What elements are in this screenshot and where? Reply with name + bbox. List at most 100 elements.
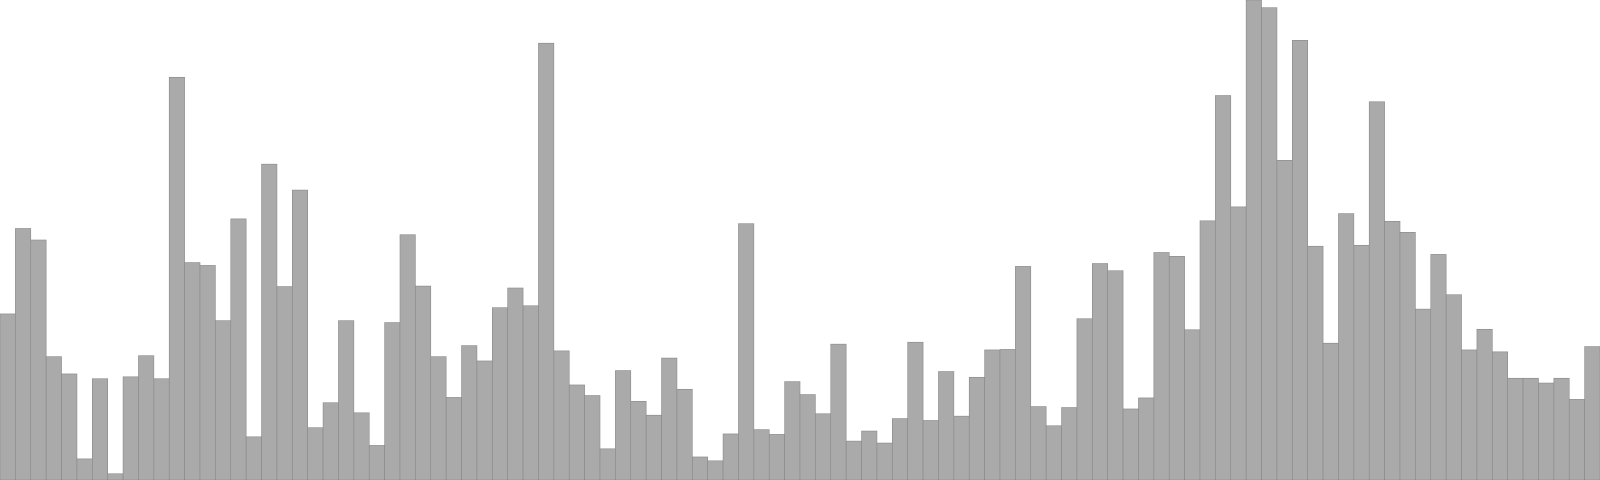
bar-8 — [107, 473, 124, 480]
bar-61 — [922, 420, 939, 480]
bar-35 — [522, 305, 539, 480]
bar-30 — [445, 397, 462, 480]
bar-77 — [1168, 256, 1185, 480]
bar-60 — [907, 341, 924, 480]
bar-7 — [92, 378, 108, 480]
bar-82 — [1245, 0, 1262, 480]
bar-71 — [1076, 318, 1093, 480]
bar-80 — [1215, 95, 1232, 480]
bar-88 — [1338, 213, 1355, 480]
bar-26 — [384, 322, 401, 480]
bar-33 — [492, 307, 508, 480]
bar-99 — [1507, 377, 1524, 480]
bar-15 — [215, 320, 232, 480]
bar-68 — [1030, 406, 1047, 480]
bar-45 — [676, 388, 693, 480]
bar-51 — [768, 434, 785, 480]
bar-21 — [307, 427, 324, 480]
bar-4 — [45, 356, 62, 480]
bar-1 — [0, 313, 16, 480]
bar-79 — [1199, 220, 1216, 480]
bar-64 — [968, 376, 985, 480]
bar-97 — [1476, 328, 1493, 480]
bar-5 — [61, 373, 78, 480]
bar-18 — [261, 163, 278, 480]
bar-72 — [1092, 263, 1108, 480]
bar-40 — [599, 448, 616, 480]
bar-34 — [507, 287, 524, 480]
bar-24 — [353, 412, 370, 480]
bar-89 — [1353, 244, 1370, 480]
bar-50 — [753, 429, 770, 480]
bar-66 — [999, 349, 1016, 480]
bar-14 — [199, 265, 216, 480]
bar-19 — [276, 286, 293, 480]
bar-23 — [338, 320, 355, 480]
bar-16 — [230, 218, 247, 480]
bar-85 — [1292, 40, 1308, 480]
bar-57 — [861, 430, 878, 480]
bar-28 — [415, 285, 432, 480]
bar-95 — [1445, 294, 1462, 480]
bar-44 — [661, 357, 678, 480]
bar-58 — [876, 442, 893, 480]
bar-84 — [1276, 160, 1293, 480]
bar-36 — [538, 42, 555, 480]
bar-9 — [122, 376, 139, 480]
bar-12 — [168, 76, 185, 480]
bar-54 — [815, 413, 832, 480]
bar-102 — [1553, 377, 1570, 480]
bar-32 — [476, 360, 493, 480]
bar-81 — [1230, 206, 1247, 480]
bar-31 — [461, 345, 478, 480]
bar-29 — [430, 356, 447, 480]
bar-11 — [153, 378, 170, 480]
bar-96 — [1461, 349, 1478, 480]
bar-42 — [630, 400, 647, 480]
bar-10 — [138, 355, 155, 480]
bar-27 — [399, 234, 416, 480]
bar-59 — [892, 418, 908, 480]
bar-70 — [1061, 407, 1078, 480]
bar-62 — [938, 371, 955, 480]
bar-37 — [553, 350, 570, 480]
bar-56 — [845, 440, 862, 480]
bar-39 — [584, 395, 601, 480]
bar-78 — [1184, 329, 1201, 480]
bar-101 — [1538, 382, 1555, 480]
bar-47 — [707, 460, 724, 480]
bar-41 — [615, 370, 632, 480]
bar-38 — [568, 384, 585, 480]
bar-17 — [245, 436, 262, 480]
bar-2 — [15, 228, 32, 480]
bar-67 — [1015, 266, 1032, 480]
bar-43 — [645, 414, 662, 480]
bar-74 — [1122, 408, 1139, 480]
bar-90 — [1368, 101, 1385, 480]
bar-55 — [830, 343, 847, 480]
bar-87 — [1322, 342, 1339, 480]
bar-104 — [1584, 346, 1600, 480]
bar-65 — [984, 349, 1001, 480]
bar-73 — [1107, 270, 1124, 480]
bar-20 — [292, 189, 308, 480]
bar-98 — [1492, 351, 1508, 480]
bar-52 — [784, 381, 801, 480]
bar-103 — [1568, 399, 1585, 480]
bar-86 — [1307, 245, 1324, 480]
bar-49 — [738, 223, 755, 480]
bar-13 — [184, 262, 201, 480]
bar-46 — [692, 456, 708, 480]
bar-6 — [76, 458, 93, 480]
bar-91 — [1384, 220, 1401, 480]
bar-92 — [1399, 232, 1416, 480]
bar-22 — [322, 402, 339, 480]
bar-94 — [1430, 254, 1447, 480]
bar-76 — [1153, 252, 1170, 480]
bar-83 — [1261, 7, 1278, 480]
bar-93 — [1415, 308, 1432, 480]
bar-100 — [1522, 377, 1539, 480]
